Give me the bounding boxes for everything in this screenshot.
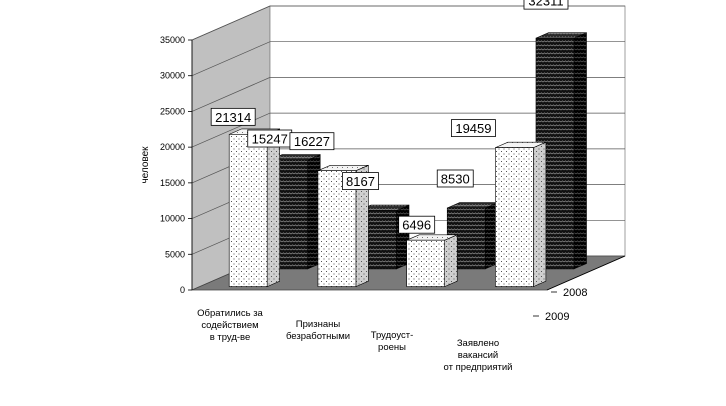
data-label-box	[523, 0, 569, 10]
category-label: Трудоуст-роены	[371, 330, 414, 353]
category-line: Признаны	[296, 319, 341, 330]
gridline	[191, 112, 625, 148]
data-label-text: 32311	[528, 0, 563, 9]
bar-side	[573, 32, 587, 270]
series-label: 2008	[563, 287, 587, 299]
y-tick-label: 20000	[160, 142, 185, 152]
depth-axis-line	[546, 255, 626, 291]
data-label-box	[451, 119, 496, 138]
category-line: в труд-ве	[210, 332, 251, 343]
data-label: 32311	[523, 0, 569, 10]
category-line: Обратились за	[197, 308, 263, 319]
data-label-box	[342, 172, 379, 190]
category-line: от предприятий	[444, 362, 513, 373]
data-label: 8167	[342, 172, 379, 190]
data-label: 8530	[436, 169, 474, 188]
data-label-text: 8167	[346, 174, 375, 189]
gridline	[191, 41, 625, 77]
bar-front	[228, 134, 268, 287]
category-line: Трудоуст-	[371, 330, 414, 341]
bar-2009	[317, 164, 369, 288]
bar-front	[406, 239, 445, 287]
data-label-box	[210, 107, 256, 126]
bar-side	[266, 128, 281, 288]
data-label-text: 21314	[215, 110, 251, 125]
y-tick-label: 15000	[160, 178, 185, 188]
y-tick-label: 5000	[165, 249, 185, 259]
y-tick-label: 30000	[160, 71, 185, 81]
gridline	[191, 5, 625, 41]
bar-2009	[228, 128, 281, 288]
y-tick-label: 35000	[160, 35, 185, 45]
bar-front	[317, 170, 357, 287]
y-tick-label: 0	[180, 285, 185, 295]
category-line: роены	[378, 342, 406, 353]
category-line: вакансий	[458, 350, 498, 361]
data-label-text: 15247	[252, 132, 288, 147]
y-axis-label: человек	[140, 146, 151, 184]
category-label: Признаны безработными	[286, 319, 350, 342]
data-label: 16227	[289, 132, 335, 151]
y-tick-label: 10000	[160, 214, 185, 224]
category-line: Заявлено	[457, 338, 499, 349]
category-label: Обратились за содействием в труд-ве	[197, 308, 263, 343]
data-label: 21314	[210, 107, 256, 126]
gridline	[191, 77, 625, 112]
bar-2009	[406, 234, 458, 288]
data-label-text: 6496	[402, 218, 431, 233]
data-label-text: 19459	[455, 121, 491, 136]
data-label-box	[398, 215, 436, 234]
series-label: 2009	[545, 311, 569, 323]
data-label-box	[436, 169, 474, 188]
category-line: безработными	[286, 331, 350, 342]
data-label-box	[289, 132, 335, 151]
data-label-text: 16227	[294, 134, 330, 149]
bar-2009	[495, 141, 547, 288]
category-line: содействием	[201, 320, 258, 331]
data-label-text: 8530	[441, 171, 470, 186]
data-label: 6496	[398, 215, 436, 234]
bar-side	[533, 141, 547, 288]
data-label: 15247	[247, 129, 293, 148]
y-tick-label: 25000	[160, 106, 185, 116]
bar-front	[495, 147, 534, 287]
bar-side	[444, 234, 458, 288]
data-label: 19459	[451, 119, 496, 138]
category-label: Заявлено вакансий от предприятий	[444, 338, 513, 373]
